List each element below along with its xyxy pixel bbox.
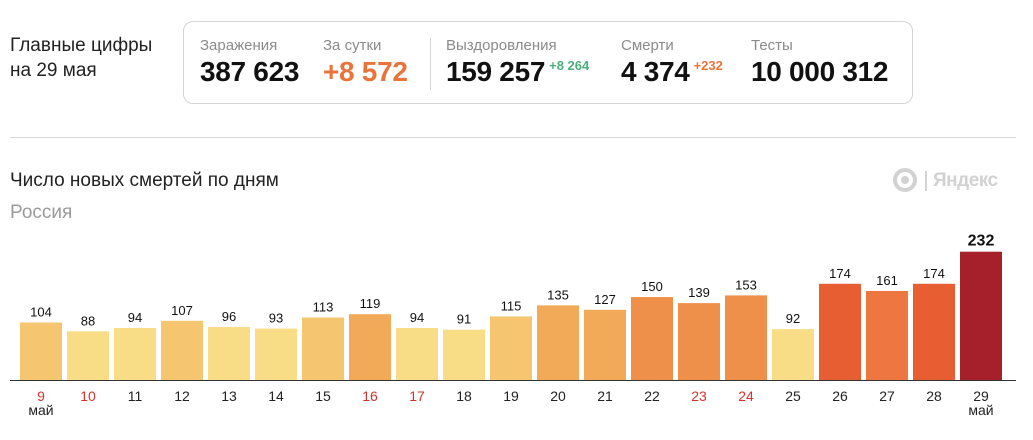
stat-infections-label: Заражения [200, 37, 278, 54]
tick-label-29: 29 [973, 388, 989, 404]
tick-label-23: 23 [691, 388, 707, 404]
value-label-21: 127 [594, 292, 616, 307]
value-label-23: 139 [688, 285, 710, 300]
bar-21 [584, 309, 626, 380]
bar-10 [67, 331, 109, 380]
tick-label-16: 16 [362, 388, 378, 404]
stat-deaths-label: Смерти [621, 37, 674, 54]
bar-23 [678, 303, 720, 380]
stat-infections-value: 387 623 [200, 56, 300, 87]
bar-17 [396, 328, 438, 380]
tick-label-11: 11 [128, 388, 143, 404]
tick-label-15: 15 [315, 388, 331, 404]
chart-title: Число новых смертей по дням [10, 170, 279, 191]
bar-22 [631, 297, 673, 380]
tick-label-27: 27 [879, 388, 895, 404]
bar-14 [255, 328, 297, 380]
tick-label-13: 13 [221, 388, 237, 404]
headline-line2: на 29 мая [10, 60, 97, 81]
stats-divider [430, 38, 431, 90]
value-label-25: 92 [786, 311, 800, 326]
value-label-18: 91 [457, 312, 471, 327]
tick-label-17: 17 [409, 388, 425, 404]
bar-27 [866, 290, 908, 380]
bar-9 [20, 322, 62, 380]
section-separator [10, 137, 1016, 138]
tick-label-21: 21 [597, 388, 613, 404]
bar-29 [960, 251, 1002, 380]
stats-panel: Заражения 387 623 За сутки +8 572 Выздор… [183, 21, 913, 104]
bar-19 [490, 316, 532, 380]
stat-deaths-value: 4 374 [621, 56, 690, 87]
tick-label-12: 12 [174, 388, 190, 404]
month-label-0: май [28, 402, 53, 418]
chart-subtitle: Россия [10, 202, 73, 223]
tick-label-9: 9 [37, 388, 45, 404]
value-label-16: 119 [360, 296, 381, 311]
value-label-15: 113 [313, 300, 334, 315]
tick-label-24: 24 [738, 388, 754, 404]
stat-tests-label: Тесты [751, 37, 793, 54]
tick-label-22: 22 [644, 388, 660, 404]
value-label-14: 93 [269, 311, 283, 326]
value-label-11: 94 [128, 310, 142, 325]
bar-15 [302, 317, 344, 380]
bar-25 [772, 329, 814, 380]
yandex-logo-icon: Яндекс [893, 167, 1003, 195]
headline-line1: Главные цифры [10, 35, 153, 56]
stat-recovered-value: 159 257 [446, 56, 546, 87]
stat-recovered: Выздоровления 159 257 +8 264 [446, 37, 589, 88]
stat-recovered-label: Выздоровления [446, 37, 557, 54]
tick-label-10: 10 [80, 388, 96, 404]
value-label-13: 96 [222, 309, 236, 324]
value-label-20: 135 [547, 287, 569, 302]
tick-label-25: 25 [785, 388, 801, 404]
stat-deaths-delta: +232 [693, 58, 723, 73]
page-headline: Главные цифры на 29 мая [10, 33, 152, 83]
tick-label-28: 28 [926, 388, 942, 404]
value-label-9: 104 [30, 304, 52, 319]
value-label-17: 94 [410, 310, 424, 325]
tick-label-19: 19 [503, 388, 519, 404]
value-label-28: 174 [923, 266, 945, 281]
tick-label-14: 14 [268, 388, 284, 404]
stat-recovered-delta: +8 264 [549, 58, 590, 73]
brand-divider-icon [925, 171, 927, 191]
brand-ring-icon [893, 168, 917, 192]
bar-20 [537, 305, 579, 380]
stat-daily-value: +8 572 [323, 56, 408, 87]
bar-12 [161, 320, 203, 380]
value-label-10: 88 [81, 313, 95, 328]
stat-infections: Заражения 387 623 [200, 37, 299, 88]
month-label-20: май [968, 402, 993, 418]
bar-28 [913, 283, 955, 380]
stat-deaths: Смерти 4 374 +232 [621, 37, 723, 88]
value-label-24: 153 [735, 277, 757, 292]
stat-tests: Тесты 10 000 312 [751, 37, 888, 88]
bar-11 [114, 328, 156, 380]
stat-daily-label: За сутки [323, 37, 382, 54]
bar-26 [819, 283, 861, 380]
tick-label-18: 18 [456, 388, 472, 404]
value-label-27: 161 [876, 273, 898, 288]
value-label-22: 150 [641, 279, 663, 294]
bar-18 [443, 329, 485, 380]
value-label-19: 115 [501, 298, 522, 313]
brand-dot-icon [901, 176, 909, 184]
value-label-29: 232 [968, 233, 995, 250]
bar-24 [725, 295, 767, 380]
bar-16 [349, 314, 391, 380]
tick-label-26: 26 [832, 388, 848, 404]
tick-label-20: 20 [550, 388, 566, 404]
bar-13 [208, 326, 250, 380]
brand-text: Яндекс [933, 170, 998, 191]
value-label-26: 174 [829, 266, 851, 281]
value-label-12: 107 [171, 303, 193, 318]
stat-tests-value: 10 000 312 [751, 56, 889, 87]
stat-daily: За сутки +8 572 [323, 37, 408, 88]
